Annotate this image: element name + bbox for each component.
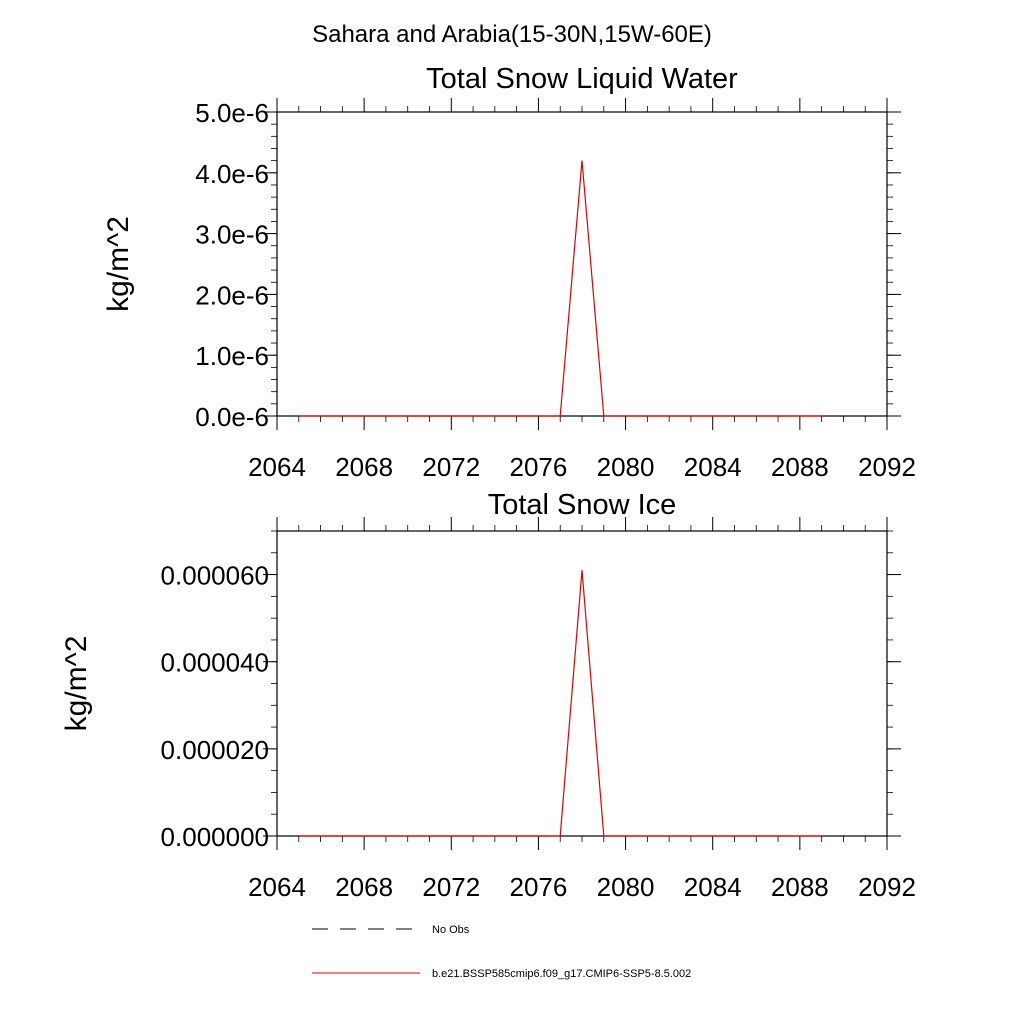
legend-item-1: No Obs xyxy=(312,924,470,936)
x-tick-label: 2064 xyxy=(248,452,306,482)
chart-panel-1: Total Snow Liquid Water kg/m^2 2064 2068 207… xyxy=(102,63,916,482)
x-tick-label: 2064 xyxy=(248,872,306,902)
y-tick-label: 2.0e-6 xyxy=(195,280,269,310)
x-tick-label: 2092 xyxy=(858,872,916,902)
figure-title: Sahara and Arabia(15-30N,15W-60E) xyxy=(312,21,712,48)
x-tick-label: 2092 xyxy=(858,452,916,482)
legend: No Obs b.e21.BSSP585cmip6.f09_g17.CMIP6-S… xyxy=(312,924,691,980)
y-tick-label: 0.000060 xyxy=(161,561,269,591)
y-tick-label: 0.000000 xyxy=(161,822,269,852)
legend-item-2: b.e21.BSSP585cmip6.f09_g17.CMIP6-SSP5-8.… xyxy=(312,968,691,980)
x-tick-label: 2084 xyxy=(684,452,742,482)
legend-label: No Obs xyxy=(432,924,470,936)
y-tick-label: 0.000020 xyxy=(161,735,269,765)
x-tick-label: 2080 xyxy=(597,872,655,902)
x-tick-label: 2076 xyxy=(510,872,568,902)
chart-title: Total Snow Liquid Water xyxy=(426,63,738,95)
x-tick-label: 2068 xyxy=(335,872,393,902)
chart-title: Total Snow Ice xyxy=(488,489,677,521)
x-tick-label: 2072 xyxy=(422,452,480,482)
y-axis-label: kg/m^2 xyxy=(60,636,93,732)
y-tick-label: 3.0e-6 xyxy=(195,220,269,250)
charts: Total Snow Liquid Water kg/m^2 2064 2068 207… xyxy=(60,63,916,902)
x-tick-label: 2080 xyxy=(597,452,655,482)
series-line-1 xyxy=(298,160,822,417)
y-axis-label: kg/m^2 xyxy=(102,216,135,312)
x-tick-label: 2088 xyxy=(771,872,829,902)
y-tick-label: 1.0e-6 xyxy=(195,341,269,371)
y-tick-label: 0.0e-6 xyxy=(195,402,269,432)
x-tick-label: 2084 xyxy=(684,872,742,902)
y-tick-label: 0.000040 xyxy=(161,648,269,678)
x-tick-label: 2072 xyxy=(422,872,480,902)
x-tick-label: 2088 xyxy=(771,452,829,482)
series-line-1 xyxy=(298,570,822,837)
chart-panel-2: Total Snow Ice kg/m^2 2064 2068 2072 2076 2080… xyxy=(60,489,916,902)
y-tick-label: 5.0e-6 xyxy=(195,98,269,128)
x-tick-label: 2068 xyxy=(335,452,393,482)
x-tick-label: 2076 xyxy=(510,452,568,482)
plot-frame xyxy=(276,111,888,417)
y-tick-label: 4.0e-6 xyxy=(195,159,269,189)
legend-label: b.e21.BSSP585cmip6.f09_g17.CMIP6-SSP5-8.… xyxy=(432,968,691,980)
